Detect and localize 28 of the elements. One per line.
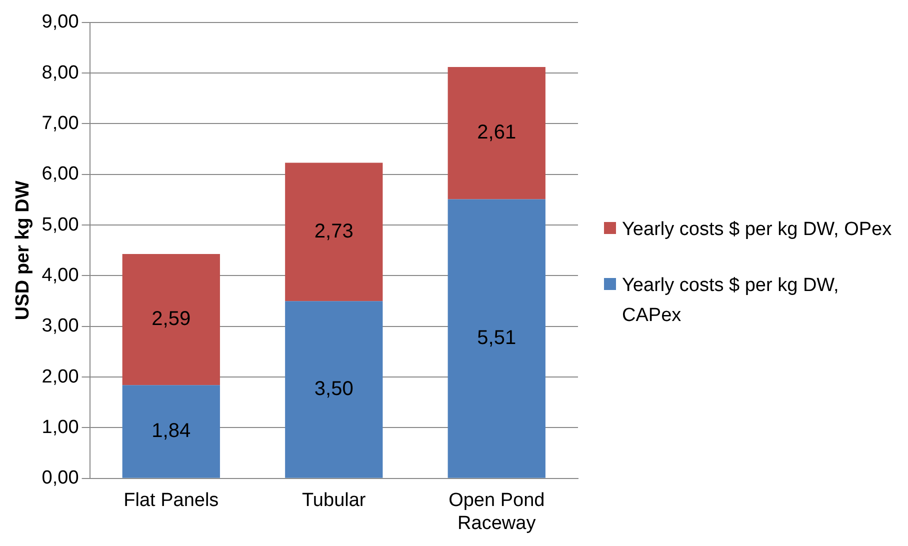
data-label: 1,84 <box>152 420 191 442</box>
legend-label: Yearly costs $ per kg DW, CAPex <box>622 274 840 328</box>
bar <box>448 66 546 200</box>
data-label: 3,50 <box>314 378 354 400</box>
data-label: 2,59 <box>152 308 191 330</box>
data-label: 2,61 <box>477 122 516 144</box>
x-tick-label: Flat Panels <box>124 490 219 512</box>
y-axis-title: USD per kg DW <box>12 180 34 320</box>
x-tick-label: Tubular <box>302 490 366 512</box>
legend-label: Yearly costs $ per kg DW, OPex <box>622 218 892 242</box>
y-tick-label: 9,00 <box>42 12 79 33</box>
bar <box>122 254 220 386</box>
data-label: 2,73 <box>314 220 354 242</box>
y-tick-label: 4,00 <box>42 264 79 286</box>
y-tick-label: 0,00 <box>42 468 79 489</box>
data-label: 5,51 <box>477 327 516 350</box>
y-tick-label: 2,00 <box>42 366 79 388</box>
bar <box>285 301 383 478</box>
bar <box>448 199 546 478</box>
bar <box>122 385 220 478</box>
y-tick-label: 8,00 <box>42 62 79 84</box>
y-tick-label: 5,00 <box>42 214 79 236</box>
y-tick-label: 3,00 <box>42 316 79 337</box>
y-tick-label: 7,00 <box>42 112 79 134</box>
bar <box>285 162 383 302</box>
y-tick-label: 6,00 <box>42 164 79 185</box>
x-tick-label: Open Pond Raceway <box>448 490 545 534</box>
y-tick-label: 1,00 <box>42 416 79 438</box>
